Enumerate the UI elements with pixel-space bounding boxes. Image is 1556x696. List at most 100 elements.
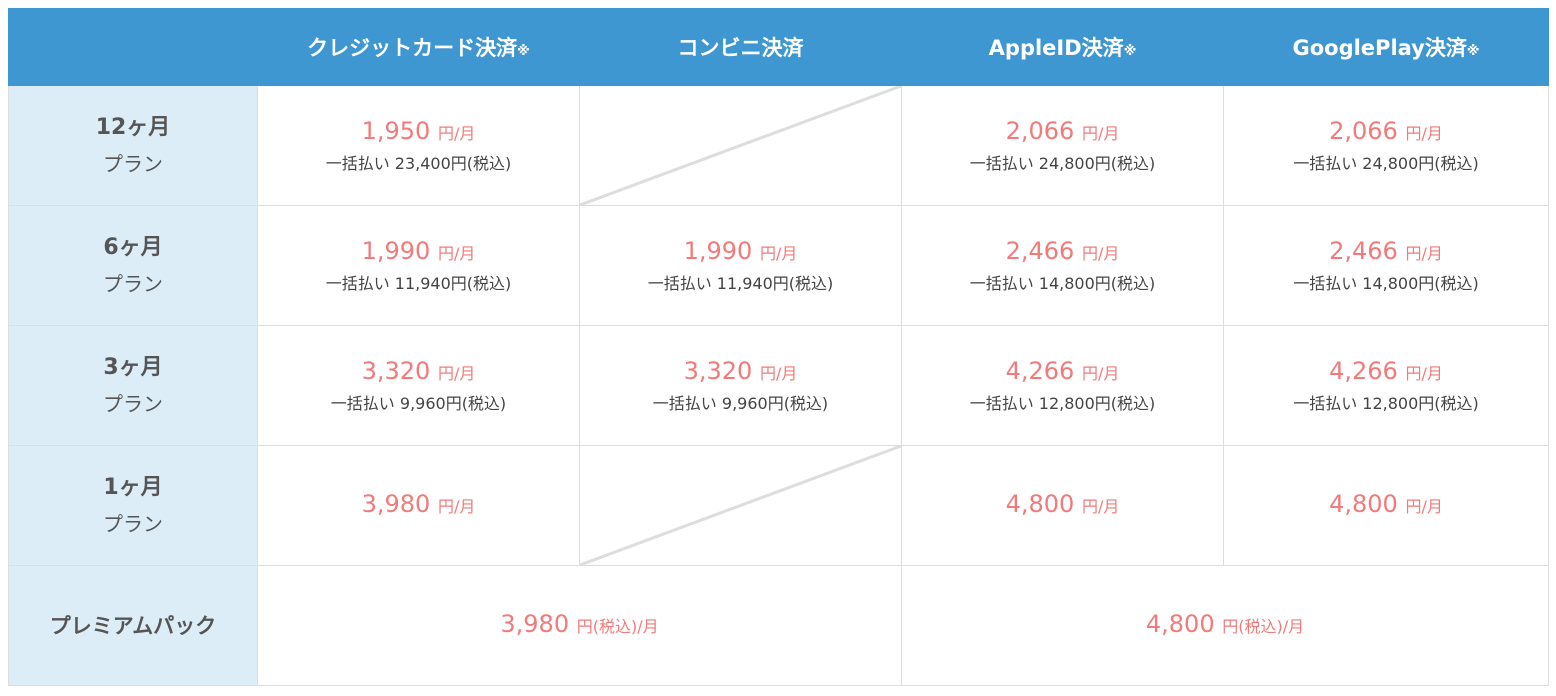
premium-label-cell: プレミアムパック xyxy=(8,565,258,686)
premium-price: 3,980 円(税込)/月 xyxy=(258,607,901,644)
price-cell: 1,990 円/月一括払い 11,940円(税込) xyxy=(579,205,902,326)
price-value: 3,320 xyxy=(361,357,431,385)
premium-label: プレミアムパック xyxy=(49,613,217,638)
price-value: 1,990 xyxy=(683,237,753,265)
lump-sum-text: 一括払い 11,940円(税込) xyxy=(647,274,834,293)
price-unit: 円/月 xyxy=(1081,244,1120,263)
price-cell: 2,466 円/月一括払い 14,800円(税込) xyxy=(901,205,1224,326)
price-cell: 4,800 円/月 xyxy=(901,445,1224,566)
price-cell: 4,800 円/月 xyxy=(1223,445,1549,566)
price-value: 2,066 xyxy=(1005,117,1075,145)
price-unit: 円/月 xyxy=(759,244,798,263)
monthly-price: 1,990 円/月 xyxy=(580,234,901,271)
monthly-price: 4,266 円/月 xyxy=(902,354,1223,391)
price-cell: 4,266 円/月一括払い 12,800円(税込) xyxy=(901,325,1224,446)
plan-label-cell: 3ヶ月 プラン xyxy=(8,325,258,446)
header-note-mark: ※ xyxy=(1123,44,1137,59)
pricing-table-container: クレジットカード決済※ コンビニ決済 AppleID決済※ GooglePlay… xyxy=(8,8,1549,688)
lump-sum-text: 一括払い 9,960円(税込) xyxy=(652,394,829,413)
header-note-mark: ※ xyxy=(1466,44,1480,59)
monthly-price: 4,800 円/月 xyxy=(902,487,1223,524)
plan-row-6-months: 6ヶ月プラン 1,990 円/月一括払い 11,940円(税込) 1,990 円… xyxy=(8,205,1549,326)
plan-duration: 12ヶ月 xyxy=(95,114,171,140)
monthly-price: 4,266 円/月 xyxy=(1224,354,1548,391)
price-cell: 3,320 円/月一括払い 9,960円(税込) xyxy=(579,325,902,446)
unavailable-cell xyxy=(579,445,902,566)
plan-row-12-months: 12ヶ月プラン 1,950 円/月一括払い 23,400円(税込) 2,066 … xyxy=(8,85,1549,206)
header-label: AppleID決済 xyxy=(988,36,1124,60)
lump-sum-text: 一括払い 12,800円(税込) xyxy=(1293,394,1479,413)
diagonal-slash-icon xyxy=(580,86,901,205)
monthly-price: 4,800 円/月 xyxy=(1224,487,1548,524)
header-credit-card: クレジットカード決済※ xyxy=(257,8,580,86)
plan-label-cell: 6ヶ月プラン xyxy=(8,205,258,326)
plan-suffix: プラン xyxy=(103,151,163,176)
pricing-table: クレジットカード決済※ コンビニ決済 AppleID決済※ GooglePlay… xyxy=(8,8,1549,686)
price-cell: 1,950 円/月一括払い 23,400円(税込) xyxy=(257,85,580,206)
lump-sum-text: 一括払い 11,940円(税込) xyxy=(325,274,512,293)
header-corner xyxy=(8,8,258,86)
price-unit: 円/月 xyxy=(1405,497,1443,516)
lump-sum-text: 一括払い 12,800円(税込) xyxy=(969,394,1156,413)
price-unit: 円(税込)/月 xyxy=(576,617,659,636)
price-value: 2,466 xyxy=(1005,237,1075,265)
price-unit: 円/月 xyxy=(1405,244,1443,263)
header-label: GooglePlay決済 xyxy=(1292,36,1467,60)
price-unit: 円/月 xyxy=(437,124,476,143)
plan-suffix: プラン xyxy=(103,391,163,416)
price-unit: 円/月 xyxy=(759,364,798,383)
price-value: 4,800 xyxy=(1329,490,1398,518)
price-value: 3,320 xyxy=(683,357,753,385)
monthly-price: 1,990 円/月 xyxy=(258,234,579,271)
price-cell: 1,990 円/月一括払い 11,940円(税込) xyxy=(257,205,580,326)
price-unit: 円/月 xyxy=(437,364,476,383)
monthly-price: 1,950 円/月 xyxy=(258,114,579,151)
unavailable-cell xyxy=(579,85,902,206)
header-google-play: GooglePlay決済※ xyxy=(1223,8,1549,86)
monthly-price: 2,466 円/月 xyxy=(902,234,1223,271)
plan-row-3-months: 3ヶ月 プラン 3,320 円/月一括払い 9,960円(税込) 3,320 円/… xyxy=(8,325,1549,446)
price-value: 4,800 xyxy=(1005,490,1075,518)
price-value: 4,266 xyxy=(1005,357,1075,385)
price-unit: 円/月 xyxy=(1081,124,1120,143)
price-value: 2,066 xyxy=(1329,117,1398,145)
price-unit: 円(税込)/月 xyxy=(1222,617,1305,636)
premium-pack-row: プレミアムパック 3,980 円(税込)/月 4,800 円(税込)/月 xyxy=(8,565,1549,686)
price-value: 3,980 xyxy=(500,610,570,638)
price-value: 1,990 xyxy=(361,237,431,265)
plan-duration: 6ヶ月 xyxy=(103,234,163,260)
lump-sum-text: 一括払い 14,800円(税込) xyxy=(1293,274,1479,293)
price-value: 4,800 xyxy=(1145,610,1215,638)
plan-suffix: プラン xyxy=(103,511,163,536)
lump-sum-text: 一括払い 23,400円(税込) xyxy=(325,154,512,173)
monthly-price: 3,320 円/月 xyxy=(258,354,579,391)
premium-price: 4,800 円(税込)/月 xyxy=(902,607,1548,644)
monthly-price: 2,066 円/月 xyxy=(902,114,1223,151)
plan-label-cell: 1ヶ月 プラン xyxy=(8,445,258,566)
price-unit: 円/月 xyxy=(1405,364,1443,383)
price-value: 3,980 xyxy=(361,490,431,518)
monthly-price: 3,980 円/月 xyxy=(258,487,579,524)
plan-suffix: プラン xyxy=(103,271,163,296)
price-unit: 円/月 xyxy=(1081,497,1120,516)
monthly-price: 2,466 円/月 xyxy=(1224,234,1548,271)
price-value: 1,950 xyxy=(361,117,431,145)
lump-sum-text: 一括払い 14,800円(税込) xyxy=(969,274,1156,293)
lump-sum-text: 一括払い 24,800円(税込) xyxy=(969,154,1156,173)
header-apple-id: AppleID決済※ xyxy=(901,8,1224,86)
price-unit: 円/月 xyxy=(1405,124,1443,143)
price-cell: 3,980 円/月 xyxy=(257,445,580,566)
price-value: 4,266 xyxy=(1329,357,1398,385)
plan-row-1-month: 1ヶ月 プラン 3,980 円/月 4,800 円/月 4,800 円/月 xyxy=(8,445,1549,566)
price-unit: 円/月 xyxy=(437,244,476,263)
price-cell: 2,066 円/月 一括払い 24,800円(税込) xyxy=(1223,85,1549,206)
header-convenience-store: コンビニ決済 xyxy=(579,8,902,86)
header-label: コンビニ決済 xyxy=(677,36,804,60)
price-cell: 4,266 円/月一括払い 12,800円(税込) xyxy=(1223,325,1549,446)
lump-sum-text: 一括払い 9,960円(税込) xyxy=(330,394,507,413)
price-unit: 円/月 xyxy=(1081,364,1120,383)
price-unit: 円/月 xyxy=(437,497,476,516)
price-cell: 2,466 円/月一括払い 14,800円(税込) xyxy=(1223,205,1549,326)
header-row: クレジットカード決済※ コンビニ決済 AppleID決済※ GooglePlay… xyxy=(8,8,1549,86)
header-label: クレジットカード決済 xyxy=(307,36,518,60)
